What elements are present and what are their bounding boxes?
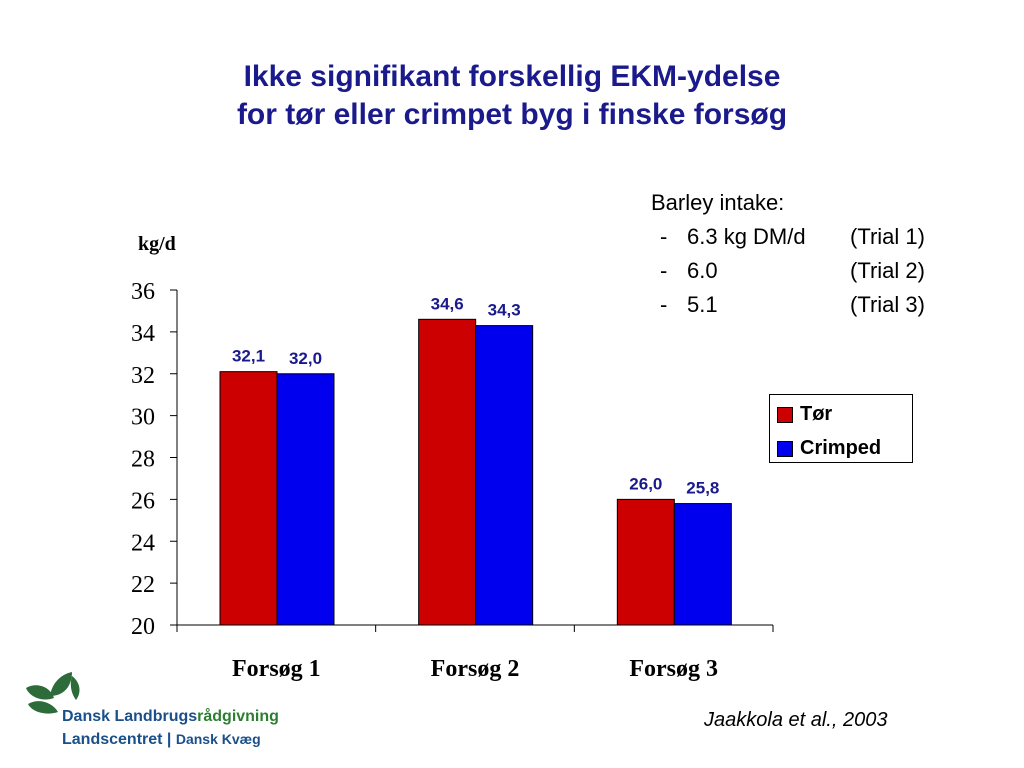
logo-text-landscentret: Landscentret (62, 731, 163, 748)
bar-value-label: 26,0 (629, 474, 662, 493)
bar-value-label: 25,8 (686, 479, 719, 498)
note-trial: (Trial 2) (850, 258, 925, 283)
legend-swatch-tor (777, 407, 793, 423)
y-tick-label: 24 (131, 530, 155, 556)
note-heading: Barley intake: (651, 190, 785, 215)
note-amount: 6.3 kg DM/d (687, 224, 806, 249)
x-tick-label: Forsøg 3 (629, 656, 718, 682)
legend-swatch-crimped (777, 441, 793, 457)
y-tick-label: 26 (131, 488, 155, 514)
bar-value-label: 32,1 (232, 347, 265, 366)
note-trial: (Trial 1) (850, 224, 925, 249)
bar-value-label: 34,3 (488, 301, 521, 320)
slide-title: Ikke signifikant forskellig EKM-ydelse f… (0, 58, 1024, 134)
logo-line-1: Dansk Landbrugsrådgivning (62, 708, 279, 726)
bar-tor (616, 498, 675, 626)
bar-tor (418, 318, 477, 626)
y-tick-label: 22 (131, 572, 155, 598)
note-amount: 5.1 (687, 292, 718, 317)
bar-crimped (673, 503, 732, 626)
bar-value-label: 32,0 (289, 349, 322, 368)
chart-bars (219, 318, 732, 626)
y-tick-label: 32 (131, 363, 155, 389)
legend-label-tor: Tør (800, 403, 833, 425)
bar-crimped (475, 325, 534, 626)
y-tick-label: 28 (131, 447, 155, 473)
note-dash: - (660, 292, 668, 317)
note-row-2: - 6.0 (Trial 2) (651, 254, 925, 288)
bar-crimped (276, 373, 335, 626)
logo-text-dansk-kvaeg: Dansk Kvæg (175, 731, 261, 747)
logo-line-2: Landscentret | Dansk Kvæg (62, 731, 261, 749)
legend-label-crimped: Crimped (800, 437, 882, 459)
barley-intake-note: Barley intake: - 6.3 kg DM/d (Trial 1) -… (651, 186, 925, 322)
logo-separator: | (166, 731, 172, 748)
y-tick-label: 36 (131, 279, 155, 305)
note-row-3: - 5.1 (Trial 3) (651, 288, 925, 322)
note-amount: 6.0 (687, 258, 718, 283)
y-tick-label: 20 (131, 614, 155, 640)
bar-value-label: 34,6 (431, 294, 464, 313)
y-axis-label: kg/d (138, 233, 176, 255)
y-tick-label: 34 (131, 321, 155, 347)
chart-legend: Tør Crimped (769, 394, 913, 463)
note-trial: (Trial 3) (850, 292, 925, 317)
citation: Jaakkola et al., 2003 (704, 709, 888, 731)
note-dash: - (660, 258, 668, 283)
y-tick-label: 30 (131, 405, 155, 431)
chart-labels: 32,1 32,0 Forsøg 1 34,6 34,3 Forsøg 2 26,0 25,8… (232, 294, 719, 682)
logo-text-radgivning: rådgivning (197, 708, 279, 725)
logo-text-dansk-landbrugs: Dansk Landbrugs (62, 708, 198, 725)
x-tick-label: Forsøg 1 (232, 656, 321, 682)
x-tick-label: Forsøg 2 (431, 656, 520, 682)
note-row-1: - 6.3 kg DM/d (Trial 1) (651, 220, 925, 254)
title-line-2: for tør eller crimpet byg i finske forsø… (236, 98, 788, 131)
bar-tor (219, 371, 278, 626)
note-dash: - (660, 224, 668, 249)
dlr-logo: Dansk Landbrugsrådgivning Landscentret |… (22, 668, 352, 758)
leaf-logo-icon (26, 672, 80, 714)
title-line-1: Ikke signifikant forskellig EKM-ydelse (243, 60, 781, 93)
